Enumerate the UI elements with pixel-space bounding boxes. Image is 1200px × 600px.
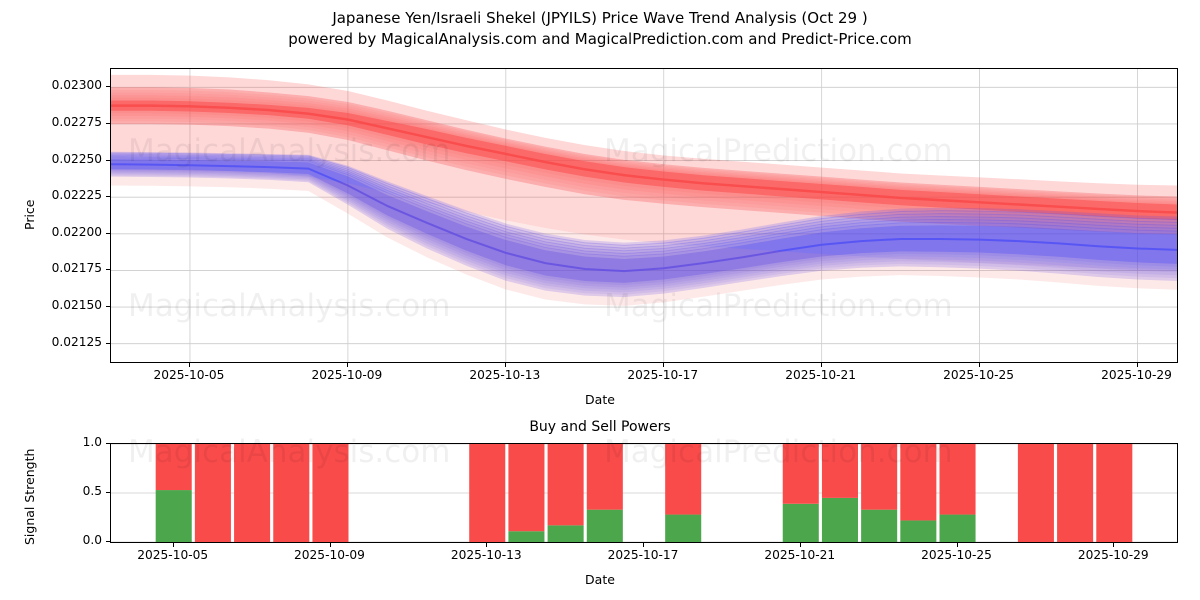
signal-bar	[586, 444, 623, 542]
price-x-axis-label: Date	[585, 392, 615, 407]
page-title: Japanese Yen/Israeli Shekel (JPYILS) Pri…	[332, 9, 868, 27]
price-y-tick: 0.02125	[51, 334, 102, 349]
price-y-tick: 0.02150	[51, 298, 102, 313]
price-chart-panel	[110, 68, 1178, 363]
signal-bar	[547, 444, 584, 542]
signal-x-tick-mark	[329, 543, 331, 547]
signal-x-tick: 2025-10-21	[764, 548, 836, 562]
signal-x-tick: 2025-10-29	[1077, 548, 1149, 562]
price-y-tick-mark	[106, 86, 110, 88]
signal-x-tick-mark	[956, 543, 958, 547]
signal-bar	[155, 444, 192, 542]
price-plot-area	[110, 68, 1178, 363]
signal-x-tick-mark	[799, 543, 801, 547]
price-y-tick-mark	[106, 122, 110, 124]
chart-title-block: Japanese Yen/Israeli Shekel (JPYILS) Pri…	[0, 8, 1200, 50]
signal-y-tick-mark	[106, 541, 110, 542]
price-y-tick-mark	[106, 232, 110, 234]
signal-bar	[312, 444, 349, 542]
price-x-tick-mark	[189, 363, 190, 367]
price-x-tick-mark	[1136, 363, 1138, 367]
price-x-tick: 2025-10-21	[785, 368, 857, 382]
price-y-tick: 0.02225	[51, 188, 102, 203]
price-y-tick-mark	[106, 196, 110, 198]
signal-x-axis-label: Date	[585, 572, 615, 587]
signal-x-tick-mark	[172, 543, 174, 547]
signal-y-tick: 1.0	[82, 435, 102, 449]
signal-bar	[782, 444, 819, 542]
price-x-tick-mark	[504, 363, 506, 367]
price-x-tick: 2025-10-25	[943, 368, 1014, 382]
signal-bar	[939, 444, 976, 542]
signal-bar	[1096, 444, 1133, 542]
signal-y-axis-label: Signal Strength	[22, 448, 37, 545]
price-y-tick: 0.02200	[51, 224, 102, 239]
signal-chart-panel	[110, 443, 1178, 543]
signal-y-tick-mark	[106, 492, 110, 493]
signal-x-tick: 2025-10-13	[450, 548, 522, 562]
signal-bar	[900, 444, 937, 542]
price-y-tick-mark	[106, 306, 110, 308]
price-x-tick: 2025-10-09	[311, 368, 383, 382]
signal-x-tick-mark	[643, 543, 644, 547]
price-x-tick: 2025-10-05	[153, 368, 225, 382]
price-wave-svg	[111, 69, 1177, 362]
signal-x-tick: 2025-10-17	[607, 548, 679, 562]
signal-y-tick: 0.5	[82, 484, 102, 498]
price-x-tick-mark	[978, 363, 980, 367]
signal-x-tick-mark	[1113, 543, 1115, 547]
signal-x-tick: 2025-10-09	[294, 548, 365, 562]
signal-x-tick-mark	[486, 543, 488, 547]
signal-y-tick-mark	[106, 443, 110, 444]
signal-bar	[194, 444, 231, 542]
price-x-tick: 2025-10-29	[1101, 368, 1172, 382]
signal-bar	[1017, 444, 1054, 542]
price-y-tick: 0.02175	[51, 261, 102, 276]
signal-bar	[273, 444, 310, 542]
price-y-tick-mark	[106, 269, 110, 271]
signal-bar	[861, 444, 898, 542]
signal-chart-title: Buy and Sell Powers	[529, 419, 671, 435]
signal-bar	[821, 444, 858, 542]
price-y-tick-mark	[106, 159, 110, 161]
signal-bar	[469, 444, 506, 542]
signal-x-tick: 2025-10-25	[921, 548, 992, 562]
price-y-tick-mark	[106, 342, 110, 344]
signal-bar	[1057, 444, 1094, 542]
price-y-tick: 0.02300	[51, 78, 102, 93]
price-x-tick: 2025-10-13	[469, 368, 541, 382]
signal-bar	[665, 444, 702, 542]
signal-bar	[508, 444, 545, 542]
page-subtitle: powered by MagicalAnalysis.com and Magic…	[288, 30, 912, 48]
price-x-tick-mark	[346, 363, 348, 367]
signal-y-tick: 0.0	[82, 533, 102, 547]
price-y-tick: 0.02250	[51, 151, 102, 166]
signal-bar	[234, 444, 271, 542]
signal-bars-svg	[111, 444, 1177, 542]
price-y-tick: 0.02275	[51, 114, 102, 129]
price-x-tick-mark	[820, 363, 822, 367]
signal-x-tick: 2025-10-05	[137, 548, 209, 562]
signal-plot-area	[110, 443, 1178, 543]
price-x-tick-mark	[662, 363, 664, 367]
price-x-tick: 2025-10-17	[627, 368, 699, 382]
